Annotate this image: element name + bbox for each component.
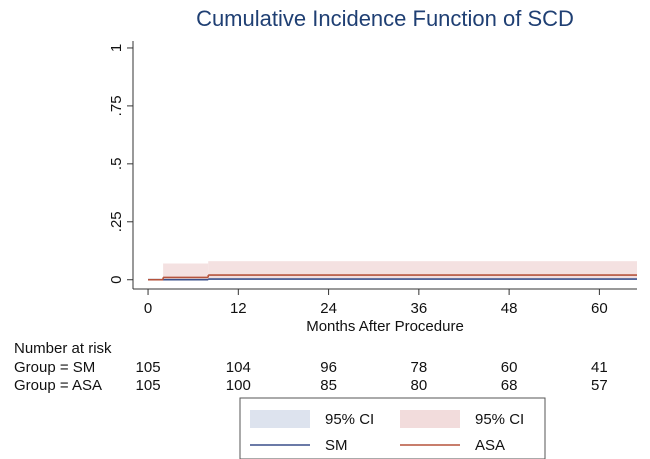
x-tick-label: 48: [501, 300, 518, 317]
x-tick-label: 0: [144, 300, 152, 317]
x-tick-label: 60: [591, 300, 608, 317]
risk-row-label: Group = ASA: [14, 377, 102, 394]
legend-swatch: [400, 410, 460, 428]
risk-count: 105: [136, 359, 161, 376]
x-axis-label: Months After Procedure: [306, 318, 464, 335]
ci-band: [163, 263, 209, 279]
x-tick-label: 36: [411, 300, 428, 317]
chart-title: Cumulative Incidence Function of SCD: [196, 6, 574, 31]
risk-count: 57: [591, 377, 608, 394]
risk-count: 100: [226, 377, 251, 394]
legend-label: 95% CI: [325, 411, 374, 428]
risk-count: 85: [320, 377, 337, 394]
risk-count: 104: [226, 359, 251, 376]
risk-row-label: Group = SM: [14, 359, 95, 376]
risk-count: 80: [411, 377, 428, 394]
risk-count: 60: [501, 359, 518, 376]
y-tick-label: .75: [108, 95, 125, 116]
risk-count: 78: [411, 359, 428, 376]
x-tick-label: 12: [230, 300, 247, 317]
y-tick-label: 0: [108, 276, 125, 284]
legend-label: SM: [325, 437, 348, 454]
legend-label: ASA: [475, 437, 505, 454]
legend-box: [239, 397, 546, 459]
risk-count: 41: [591, 359, 608, 376]
risk-count: 105: [136, 377, 161, 394]
risk-count: 96: [320, 359, 337, 376]
risk-count: 68: [501, 377, 518, 394]
risk-table-title: Number at risk: [14, 340, 112, 357]
y-tick-label: .5: [108, 158, 125, 171]
y-tick-label: .25: [108, 211, 125, 232]
y-tick-label: 1: [108, 44, 125, 52]
ci-band: [208, 261, 637, 279]
x-tick-label: 24: [320, 300, 337, 317]
legend-label: 95% CI: [475, 411, 524, 428]
legend-swatch: [250, 410, 310, 428]
